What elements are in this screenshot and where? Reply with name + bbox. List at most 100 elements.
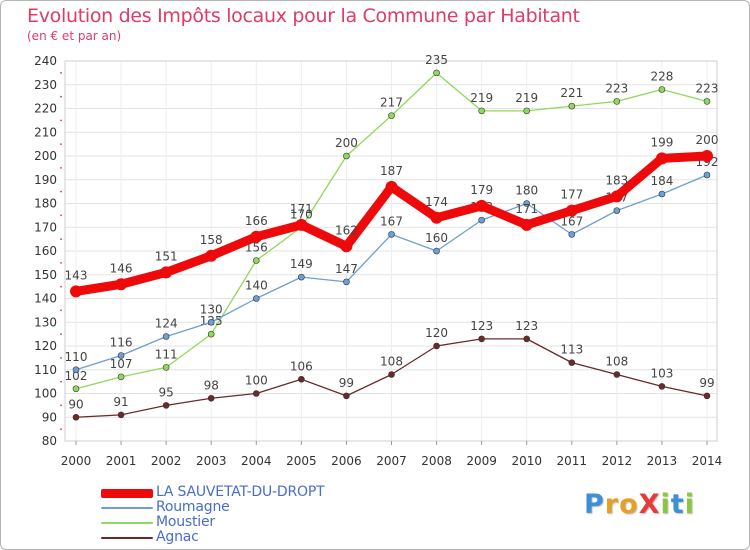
data-point [252,390,260,397]
brand-letter: i [660,489,671,520]
y-minor-tick [60,333,62,336]
brand-logo: ProXiti [584,489,695,520]
chart-subtitle: (en € et par an) [27,29,122,43]
data-label: 106 [290,359,313,373]
data-point [162,402,170,409]
data-label: 116 [110,336,133,350]
legend-label: Roumagne [156,499,230,515]
data-label: 228 [650,70,673,84]
data-label: 149 [290,257,313,271]
data-point [388,231,395,238]
data-point [388,371,395,378]
data-point [72,385,80,393]
data-point [433,342,440,350]
brand-letter: i [684,489,695,520]
data-point [703,171,711,179]
data-point [117,373,125,381]
grid-lines [65,60,717,442]
data-point [478,107,485,115]
legend-swatch [101,489,153,498]
x-tick-label: 2001 [106,454,137,468]
y-tick-label: 230 [34,78,57,92]
y-tick-label: 110 [34,363,57,377]
y-minor-tick [60,404,62,407]
data-point [613,207,621,214]
data-point [250,230,263,243]
data-label: 111 [155,347,178,361]
data-label: 120 [425,326,448,340]
y-tick-label: 80 [42,434,57,448]
y-tick-label: 220 [34,102,57,116]
x-tick-label: 2009 [466,454,497,468]
y-tick-label: 170 [34,220,57,234]
data-point [523,200,531,207]
data-label: 90 [68,397,83,411]
x-tick-label: 2005 [286,454,317,468]
legend-swatch [101,507,153,509]
data-point [475,199,488,212]
data-label: 103 [650,366,673,380]
legend-label: LA SAUVETAT-DU-DROPT [156,484,325,500]
y-tick-label: 130 [34,315,57,329]
y-minor-tick [60,285,62,288]
data-label: 158 [200,233,223,247]
series-la-sauvetat-du-dropt: 143 146 151 158 166 171 162 187 174 179 171 177 183 1… [65,133,718,298]
y-tick-label: 160 [34,244,57,258]
data-label: 235 [425,53,448,67]
data-point [433,69,440,77]
data-point [658,190,666,198]
data-point [340,240,353,253]
data-label: 110 [65,350,88,364]
data-label: 146 [110,261,133,275]
x-tick-label: 2004 [241,454,272,468]
y-minor-tick [60,356,62,359]
data-label: 177 [560,188,583,202]
brand-letter: t [670,489,685,520]
data-point [72,366,80,374]
data-point [117,352,125,359]
data-label: 95 [159,385,174,399]
legend-swatch [101,537,153,539]
x-tick-label: 2000 [61,454,92,468]
data-point [703,98,711,105]
y-minor-tick [60,261,62,264]
data-point [160,266,173,279]
data-point [298,375,305,383]
data-point [117,411,125,419]
data-label: 123 [470,319,493,333]
data-label: 180 [515,184,538,198]
y-minor-tick [60,119,62,122]
data-label: 99 [699,376,714,390]
data-point [343,278,350,286]
legend-item-la-sauvetat-du-dropt: LA SAUVETAT-DU-DROPT [101,484,401,500]
data-label: 160 [425,231,448,245]
data-label: 167 [560,214,583,228]
x-tick-label: 2014 [692,454,723,468]
data-label: 113 [560,343,583,357]
data-point [658,86,666,93]
y-minor-tick [60,166,62,169]
data-point [207,330,215,338]
data-label: 179 [470,183,493,197]
y-minor-tick [60,71,62,74]
data-label: 162 [335,223,358,237]
y-tick-label: 190 [34,173,57,187]
data-label: 167 [380,214,403,228]
brand-letter: r [604,489,620,520]
brand-letter: P [584,489,605,520]
data-point [523,107,531,115]
data-point [72,413,80,421]
data-label: 223 [605,81,628,95]
data-label: 174 [425,195,448,209]
data-label: 219 [470,91,493,105]
data-point [433,247,440,255]
x-tick-label: 2006 [331,454,362,468]
data-point [568,231,576,238]
data-point [478,335,485,343]
data-point [701,150,713,162]
legend-item-roumagne: Roumagne [101,499,401,515]
data-point [115,278,128,291]
data-label: 171 [290,202,313,216]
